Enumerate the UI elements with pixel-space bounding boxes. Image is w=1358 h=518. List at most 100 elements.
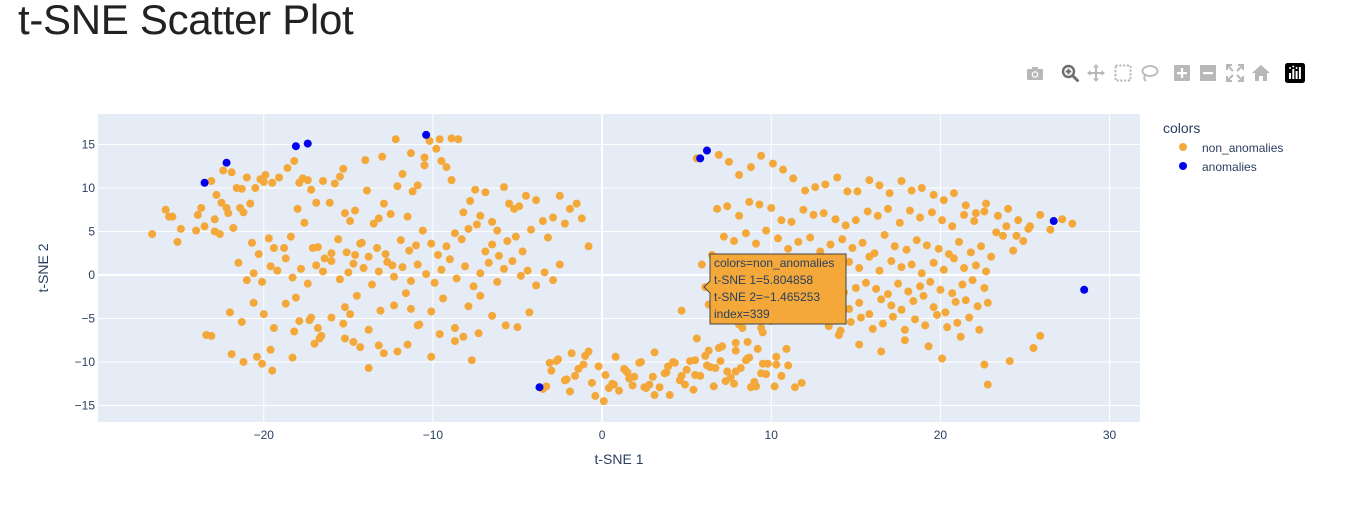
non-anomaly-point[interactable] (413, 181, 422, 190)
non-anomaly-point[interactable] (493, 226, 502, 235)
non-anomaly-point[interactable] (165, 212, 174, 221)
non-anomaly-point[interactable] (374, 214, 383, 223)
non-anomaly-point[interactable] (291, 293, 300, 302)
non-anomaly-point[interactable] (655, 383, 664, 392)
non-anomaly-point[interactable] (283, 163, 292, 172)
non-anomaly-point[interactable] (650, 391, 659, 400)
non-anomaly-point[interactable] (927, 208, 936, 217)
non-anomaly-point[interactable] (401, 289, 410, 298)
non-anomaly-point[interactable] (312, 261, 321, 270)
non-anomaly-point[interactable] (851, 284, 860, 293)
pan-icon[interactable] (1085, 62, 1107, 84)
non-anomaly-point[interactable] (327, 257, 336, 266)
lasso-select-icon[interactable] (1138, 62, 1160, 84)
non-anomaly-point[interactable] (970, 217, 979, 226)
non-anomaly-point[interactable] (549, 276, 558, 285)
non-anomaly-point[interactable] (268, 366, 277, 375)
non-anomaly-point[interactable] (547, 366, 556, 375)
non-anomaly-point[interactable] (398, 170, 407, 179)
non-anomaly-point[interactable] (330, 179, 339, 188)
non-anomaly-point[interactable] (845, 257, 854, 266)
non-anomaly-point[interactable] (242, 276, 251, 285)
non-anomaly-point[interactable] (518, 247, 527, 256)
non-anomaly-point[interactable] (207, 176, 216, 185)
non-anomaly-point[interactable] (743, 337, 752, 346)
non-anomaly-point[interactable] (949, 189, 958, 198)
non-anomaly-point[interactable] (488, 311, 497, 320)
non-anomaly-point[interactable] (936, 285, 945, 294)
non-anomaly-point[interactable] (364, 364, 373, 373)
non-anomaly-point[interactable] (966, 248, 975, 257)
non-anomaly-point[interactable] (885, 189, 894, 198)
non-anomaly-point[interactable] (466, 197, 475, 206)
non-anomaly-point[interactable] (960, 264, 969, 272)
non-anomaly-point[interactable] (290, 156, 299, 165)
non-anomaly-point[interactable] (845, 304, 854, 313)
anomaly-point[interactable] (702, 146, 711, 155)
non-anomaly-point[interactable] (420, 153, 429, 162)
non-anomaly-point[interactable] (735, 211, 744, 220)
anomaly-point[interactable] (200, 178, 209, 187)
non-anomaly-point[interactable] (1009, 246, 1018, 255)
non-anomaly-point[interactable] (968, 276, 977, 285)
non-anomaly-point[interactable] (799, 205, 808, 214)
non-anomaly-point[interactable] (851, 216, 860, 225)
non-anomaly-point[interactable] (758, 359, 767, 368)
non-anomaly-point[interactable] (897, 305, 906, 314)
non-anomaly-point[interactable] (266, 262, 275, 271)
non-anomaly-point[interactable] (692, 334, 701, 343)
non-anomaly-point[interactable] (883, 204, 892, 213)
non-anomaly-point[interactable] (318, 267, 327, 276)
non-anomaly-point[interactable] (960, 210, 969, 219)
non-anomaly-point[interactable] (961, 296, 970, 305)
non-anomaly-point[interactable] (266, 345, 275, 354)
non-anomaly-point[interactable] (481, 188, 490, 197)
non-anomaly-point[interactable] (258, 359, 267, 368)
non-anomaly-point[interactable] (577, 214, 586, 223)
non-anomaly-point[interactable] (746, 383, 755, 392)
non-anomaly-point[interactable] (691, 356, 700, 365)
non-anomaly-point[interactable] (459, 208, 468, 217)
non-anomaly-point[interactable] (1036, 210, 1045, 219)
non-anomaly-point[interactable] (863, 207, 872, 216)
non-anomaly-point[interactable] (340, 334, 349, 343)
plot-background[interactable] (98, 114, 1140, 422)
non-anomaly-point[interactable] (459, 332, 468, 341)
non-anomaly-point[interactable] (973, 302, 982, 311)
non-anomaly-point[interactable] (307, 185, 316, 194)
zoom-icon[interactable] (1059, 62, 1081, 84)
non-anomaly-point[interactable] (454, 135, 463, 144)
non-anomaly-point[interactable] (376, 306, 385, 315)
non-anomaly-point[interactable] (501, 321, 510, 330)
non-anomaly-point[interactable] (450, 337, 459, 346)
non-anomaly-point[interactable] (383, 257, 392, 266)
non-anomaly-point[interactable] (447, 176, 456, 185)
non-anomaly-point[interactable] (525, 308, 534, 317)
anomaly-point[interactable] (696, 154, 705, 163)
non-anomaly-point[interactable] (704, 346, 713, 355)
non-anomaly-point[interactable] (982, 199, 991, 208)
non-anomaly-point[interactable] (351, 206, 360, 215)
non-anomaly-point[interactable] (809, 210, 818, 219)
non-anomaly-point[interactable] (340, 209, 349, 218)
non-anomaly-point[interactable] (499, 183, 508, 192)
non-anomaly-point[interactable] (650, 348, 659, 357)
non-anomaly-point[interactable] (916, 213, 925, 222)
non-anomaly-point[interactable] (237, 184, 246, 193)
non-anomaly-point[interactable] (148, 230, 157, 239)
non-anomaly-point[interactable] (594, 362, 603, 371)
non-anomaly-point[interactable] (572, 199, 581, 208)
non-anomaly-point[interactable] (344, 268, 353, 277)
non-anomaly-point[interactable] (552, 357, 561, 366)
non-anomaly-point[interactable] (450, 229, 459, 238)
non-anomaly-point[interactable] (393, 347, 402, 356)
non-anomaly-point[interactable] (1068, 219, 1077, 228)
non-anomaly-point[interactable] (227, 168, 236, 177)
non-anomaly-point[interactable] (254, 250, 263, 259)
non-anomaly-point[interactable] (949, 254, 958, 263)
non-anomaly-point[interactable] (934, 244, 943, 253)
non-anomaly-point[interactable] (774, 234, 783, 243)
non-anomaly-point[interactable] (921, 321, 930, 330)
non-anomaly-point[interactable] (508, 257, 517, 266)
non-anomaly-point[interactable] (286, 232, 295, 241)
